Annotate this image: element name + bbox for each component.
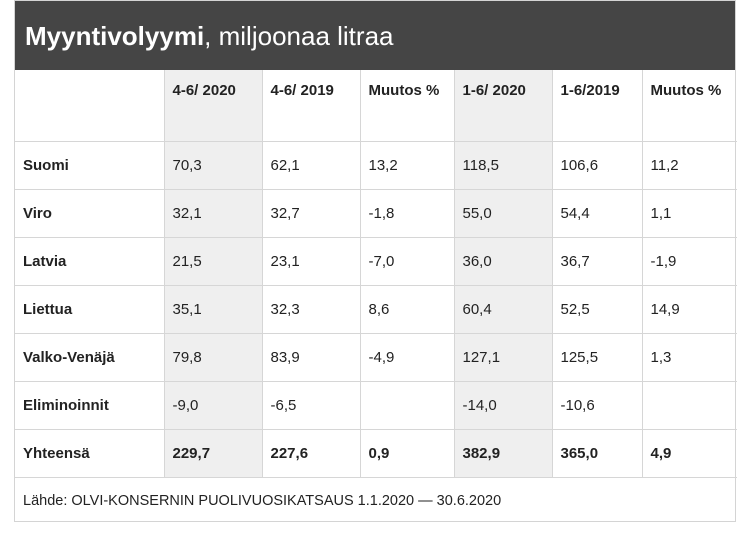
table-cell: 35,1 [164,285,263,334]
table-row: Liettua 35,1 32,3 8,6 60,4 52,5 14,9 [15,285,737,334]
table-cell [360,381,455,430]
column-header: Muutos % [642,70,737,142]
table-cell: 382,9 [454,429,553,478]
table-cell: 54,4 [552,189,643,238]
title-bold: Myyntivolyymi [25,20,205,51]
table-cell: 32,3 [262,285,361,334]
table-cell: 32,7 [262,189,361,238]
table-cell: -1,8 [360,189,455,238]
table-cell: -6,5 [262,381,361,430]
row-label: Eliminoinnit [15,381,165,430]
table-cell: 52,5 [552,285,643,334]
table-row: Latvia 21,5 23,1 -7,0 36,0 36,7 -1,9 [15,237,737,286]
table-cell: 1,1 [642,189,737,238]
title-rest: , miljoonaa litraa [204,20,394,51]
row-label: Liettua [15,285,165,334]
table-cell: 36,7 [552,237,643,286]
row-label: Yhteensä [15,429,165,478]
row-label: Viro [15,189,165,238]
table-cell: -9,0 [164,381,263,430]
table-title: Myyntivolyymi, miljoonaa litraa [15,1,735,70]
table-cell: 83,9 [262,333,361,382]
table-cell: 365,0 [552,429,643,478]
table-cell: 60,4 [454,285,553,334]
table-row: Eliminoinnit -9,0 -6,5 -14,0 -10,6 [15,381,737,430]
table-cell: 125,5 [552,333,643,382]
column-header: 1-6/2019 [552,70,643,142]
table-cell: 36,0 [454,237,553,286]
table-cell: -4,9 [360,333,455,382]
table-cell: 229,7 [164,429,263,478]
table-cell: 118,5 [454,141,553,190]
column-header: 4-6/ 2019 [262,70,361,142]
table-cell: 21,5 [164,237,263,286]
table-cell: 55,0 [454,189,553,238]
table-cell: 23,1 [262,237,361,286]
table-cell: -10,6 [552,381,643,430]
table-cell: -14,0 [454,381,553,430]
table-cell: 70,3 [164,141,263,190]
table-row: Viro 32,1 32,7 -1,8 55,0 54,4 1,1 [15,189,737,238]
table-cell: 32,1 [164,189,263,238]
column-header: 4-6/ 2020 [164,70,263,142]
column-header [15,70,165,142]
header-row: 4-6/ 2020 4-6/ 2019 Muutos % 1-6/ 2020 1… [15,70,737,142]
table-cell: 0,9 [360,429,455,478]
table-cell: 8,6 [360,285,455,334]
total-row: Yhteensä 229,7 227,6 0,9 382,9 365,0 4,9 [15,429,737,478]
column-header: Muutos % [360,70,455,142]
table-cell: 11,2 [642,141,737,190]
table-row: Valko-Venäjä 79,8 83,9 -4,9 127,1 125,5 … [15,333,737,382]
table-cell: 14,9 [642,285,737,334]
row-label: Latvia [15,237,165,286]
sales-volume-table: 4-6/ 2020 4-6/ 2019 Muutos % 1-6/ 2020 1… [15,70,737,478]
table-cell: 13,2 [360,141,455,190]
table-cell [642,381,737,430]
column-header: 1-6/ 2020 [454,70,553,142]
row-label: Suomi [15,141,165,190]
table-cell: 106,6 [552,141,643,190]
table-cell: 1,3 [642,333,737,382]
source-note: Lähde: OLVI-KONSERNIN PUOLIVUOSIKATSAUS … [23,492,502,509]
table-cell: -1,9 [642,237,737,286]
table-row: Suomi 70,3 62,1 13,2 118,5 106,6 11,2 [15,141,737,190]
table-cell: 127,1 [454,333,553,382]
row-label: Valko-Venäjä [15,333,165,382]
sales-volume-card: Myyntivolyymi, miljoonaa litraa 4-6/ 202… [14,0,737,522]
table-cell: 227,6 [262,429,361,478]
table-cell: 79,8 [164,333,263,382]
table-cell: 4,9 [642,429,737,478]
table-cell: -7,0 [360,237,455,286]
table-cell: 62,1 [262,141,361,190]
